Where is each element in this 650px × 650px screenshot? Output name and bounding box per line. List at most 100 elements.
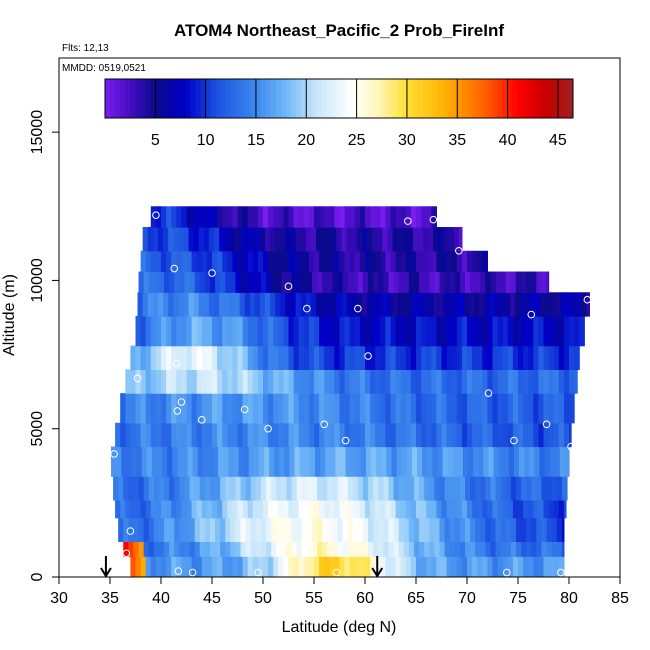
heatmap-cell (390, 556, 397, 577)
heatmap-cell (548, 422, 555, 448)
heatmap-cell (265, 227, 271, 252)
heatmap-cell (410, 345, 417, 370)
heatmap-cell (405, 556, 412, 577)
heatmap-cell (140, 316, 147, 347)
heatmap-cell (437, 446, 444, 477)
heatmap-cell (201, 499, 208, 519)
heatmap-cell (322, 476, 328, 501)
heatmap-cell (278, 250, 284, 273)
heatmap-cell (533, 345, 539, 370)
heatmap-cell (500, 271, 507, 293)
heatmap-cell (548, 345, 555, 370)
heatmap-cell (232, 556, 239, 577)
heatmap-cell (365, 369, 371, 394)
heatmap-cell (444, 271, 451, 293)
heatmap-cell (288, 393, 295, 424)
heatmap-cell (523, 393, 529, 424)
heatmap-cell (507, 556, 514, 577)
heatmap-cell (560, 292, 567, 317)
heatmap-cell (138, 271, 145, 293)
heatmap-cell (178, 292, 185, 317)
heatmap-cell (260, 541, 267, 557)
heatmap-cell (410, 369, 417, 394)
heatmap-cell (480, 476, 486, 501)
heatmap-cell (303, 345, 310, 370)
heatmap-cell (490, 517, 497, 543)
colorbar-swatch (271, 79, 277, 118)
heatmap-cell (227, 369, 233, 394)
heatmap-cell (199, 517, 206, 543)
heatmap-cell (408, 541, 415, 557)
heatmap-cell (396, 446, 403, 477)
heatmap-cell (176, 250, 182, 273)
heatmap-cell (429, 476, 435, 501)
heatmap-cell (360, 446, 367, 477)
colorbar-swatch (105, 79, 111, 118)
heatmap-cell (252, 206, 259, 228)
heatmap-cell (495, 271, 502, 293)
heatmap-cell (487, 345, 494, 370)
heatmap-cell (220, 476, 226, 501)
heatmap-cell (184, 271, 191, 293)
heatmap-cell (237, 250, 244, 273)
heatmap-cell (558, 345, 565, 370)
heatmap-cell (199, 541, 206, 557)
heatmap-cell (477, 250, 483, 273)
heatmap-cell (454, 541, 461, 557)
heatmap-cell (186, 316, 193, 347)
heatmap-cell (191, 316, 198, 347)
colorbar-swatch (371, 79, 378, 118)
colorbar-swatch (522, 79, 529, 118)
heatmap-cell (337, 271, 344, 293)
heatmap-cell (356, 292, 363, 317)
heatmap-cell (339, 369, 346, 394)
heatmap-cell (470, 541, 476, 557)
colorbar-swatch (135, 79, 141, 118)
heatmap-cell (558, 499, 565, 519)
heatmap-cell (563, 422, 570, 448)
heatmap-cell (341, 292, 348, 317)
heatmap-cell (432, 446, 439, 477)
heatmap-cell (202, 446, 209, 477)
heatmap-cell (275, 292, 281, 317)
heatmap-cell (510, 517, 517, 543)
heatmap-cell (339, 556, 346, 577)
heatmap-cell (514, 292, 521, 317)
heatmap-cell (429, 271, 435, 293)
heatmap-cell (556, 476, 563, 501)
x-tick-label: 80 (560, 590, 578, 607)
heatmap-cell (553, 422, 560, 448)
heatmap-cell (497, 393, 504, 424)
heatmap-cell (263, 316, 269, 347)
heatmap-cell (234, 227, 241, 252)
heatmap-cell (541, 271, 548, 293)
heatmap-cell (563, 316, 570, 347)
heatmap-cell (503, 446, 510, 477)
heatmap-cell (368, 271, 374, 293)
heatmap-cell (419, 517, 425, 543)
heatmap-cell (512, 393, 519, 424)
heatmap-cell (482, 369, 488, 394)
heatmap-cell (196, 422, 203, 448)
heatmap-cell (475, 476, 481, 501)
heatmap-cell (283, 422, 290, 448)
heatmap-cell (156, 446, 163, 477)
heatmap-cell (431, 499, 437, 519)
heatmap-cell (478, 446, 484, 477)
heatmap-cell (326, 227, 332, 252)
heatmap-cell (370, 556, 376, 577)
heatmap-cell (487, 422, 494, 448)
colorbar-swatch (301, 79, 307, 118)
heatmap-cell (329, 422, 335, 448)
heatmap-cell (308, 422, 315, 448)
chart-title: ATOM4 Northeast_Pacific_2 Prob_FireInf (174, 21, 504, 40)
heatmap-cell (196, 369, 203, 394)
heatmap-cell (405, 422, 412, 448)
heatmap-cell (413, 271, 420, 293)
heatmap-cell (239, 292, 246, 317)
heatmap-cell (222, 499, 228, 519)
heatmap-cell (288, 422, 295, 448)
x-axis-label: Latitude (deg N) (282, 619, 397, 636)
heatmap-cell (400, 422, 407, 448)
heatmap-cell (436, 369, 443, 394)
